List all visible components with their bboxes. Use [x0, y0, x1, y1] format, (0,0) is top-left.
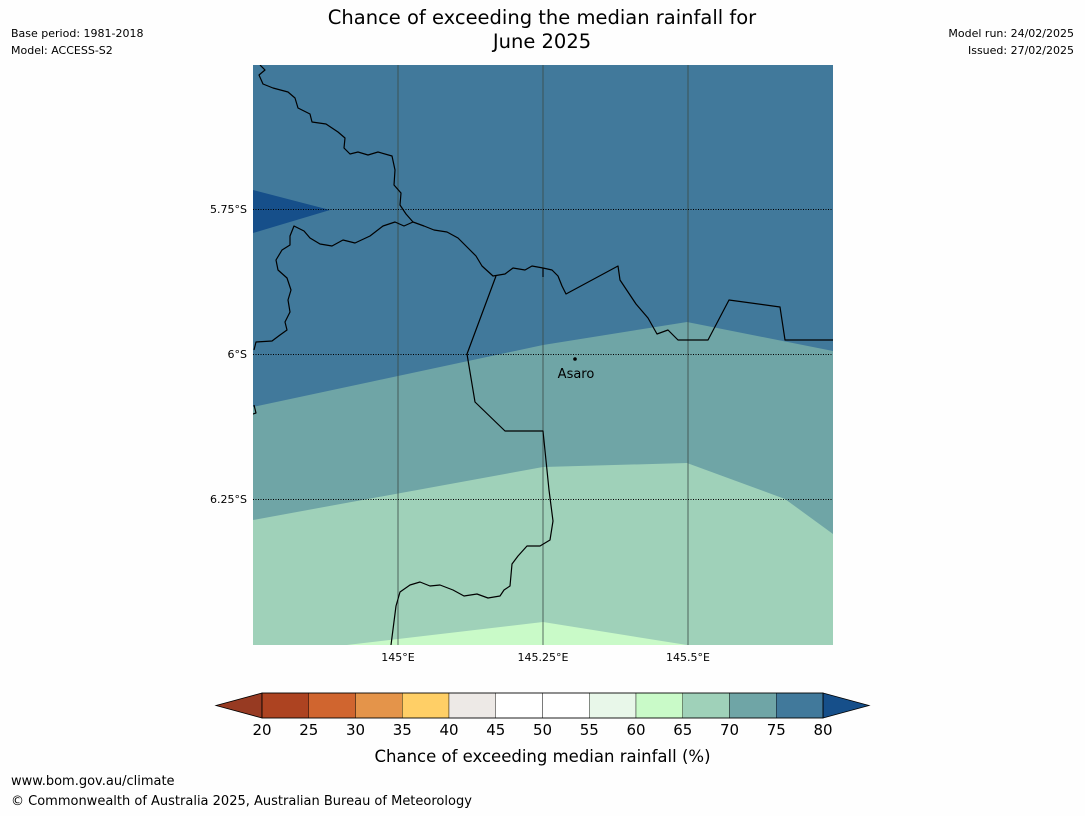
lat-label-6: 6°S: [228, 348, 247, 361]
colorbar-cell: [589, 692, 637, 719]
colorbar-under-arrow: [214, 692, 263, 719]
lon-label-145: 145°E: [381, 651, 414, 664]
colorbar-cell: [308, 692, 356, 719]
footer-copyright: © Commonwealth of Australia 2025, Austra…: [11, 794, 472, 809]
colorbar-tick-label: 55: [580, 721, 599, 739]
colorbar-cell: [729, 692, 777, 719]
colorbar-tick-label: 60: [626, 721, 645, 739]
lon-label-145-25: 145.25°E: [518, 651, 569, 664]
lon-label-145-5: 145.5°E: [666, 651, 710, 664]
axis-labels: 5.75°S 6°S 6.25°S 145°E 145.25°E 145.5°E: [210, 203, 710, 664]
base-period: Base period: 1981-2018: [11, 27, 144, 40]
title-line-2: June 2025: [492, 30, 592, 53]
colorbar-tick-label: 35: [393, 721, 412, 739]
boundary-south: [390, 275, 554, 645]
colorbar-cell: [682, 692, 730, 719]
colorbar-cell: [448, 692, 496, 719]
colorbar-cell: [355, 692, 403, 719]
colorbar-tick-label: 75: [767, 721, 786, 739]
map-area: Asaro: [253, 65, 833, 645]
lat-label-5-75: 5.75°S: [210, 203, 247, 216]
model-name: Model: ACCESS-S2: [11, 44, 113, 57]
colorbar: 20 25 30 35 40 45 50 55 60 65 70 75 80 Chance of exc…: [214, 692, 871, 766]
colorbar-cell: [776, 692, 824, 719]
asaro-label: Asaro: [558, 367, 595, 382]
colorbar-label: Chance of exceeding median rainfall (%): [374, 747, 710, 766]
meta-right: Model run: 24/02/2025 Issued: 27/02/2025: [948, 25, 1074, 59]
meta-left: Base period: 1981-2018 Model: ACCESS-S2: [11, 25, 143, 59]
colorbar-cell: [542, 692, 590, 719]
colorbar-tick-label: 30: [346, 721, 365, 739]
boundary-central-ridge: [412, 221, 833, 341]
colorbar-tick-label: 20: [252, 721, 271, 739]
map-title: Chance of exceeding the median rainfall …: [242, 6, 842, 54]
colorbar-frame: [261, 692, 824, 719]
colorbar-tick-label: 65: [673, 721, 692, 739]
colorbar-tick-label: 45: [486, 721, 505, 739]
colorbar-cell: [635, 692, 683, 719]
band-80-plus: [253, 190, 330, 233]
lat-label-6-25: 6.25°S: [210, 493, 247, 506]
title-line-1: Chance of exceeding the median rainfall …: [327, 6, 757, 29]
boundary-west: [253, 404, 257, 415]
colorbar-tick-label: 80: [813, 721, 832, 739]
asaro-marker: [573, 357, 577, 361]
colorbar-over-arrow: [822, 692, 871, 719]
band-60-65: [346, 622, 687, 645]
colorbar-cell: [495, 692, 543, 719]
footer-url: www.bom.gov.au/climate: [11, 774, 175, 789]
province-boundaries: [253, 65, 833, 645]
colorbar-tick-label: 70: [720, 721, 739, 739]
model-run-date: Model run: 24/02/2025: [948, 27, 1074, 40]
boundary-north: [253, 65, 414, 351]
colorbar-tick-label: 40: [439, 721, 458, 739]
colorbar-tick-label: 25: [299, 721, 318, 739]
colorbar-cell: [402, 692, 450, 719]
colorbar-cell: [261, 692, 309, 719]
colorbar-tick-label: 50: [533, 721, 552, 739]
issued-date: Issued: 27/02/2025: [967, 44, 1074, 57]
